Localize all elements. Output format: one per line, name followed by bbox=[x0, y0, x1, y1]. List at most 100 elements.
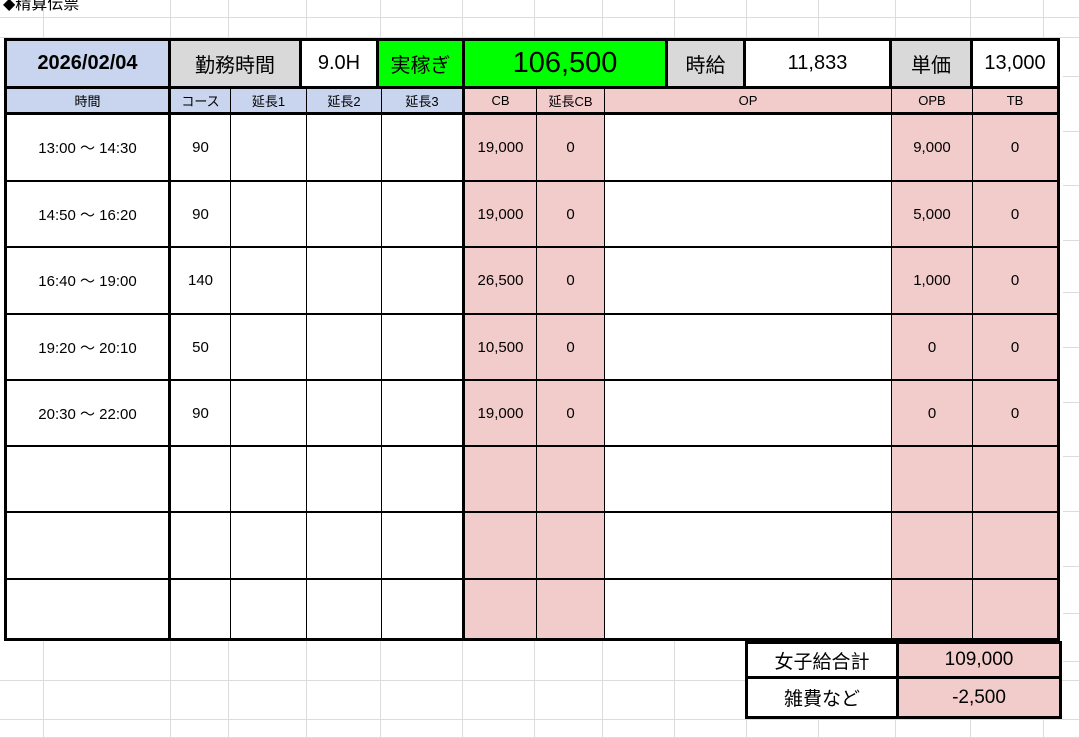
cell-ext2[interactable] bbox=[307, 447, 382, 513]
cell-ext3[interactable] bbox=[382, 447, 465, 513]
column-header-time[interactable]: 時間 bbox=[7, 89, 171, 115]
column-header-course[interactable]: コース bbox=[171, 89, 231, 115]
cell-op[interactable] bbox=[605, 447, 892, 513]
cell-time[interactable] bbox=[7, 513, 171, 580]
cell-ext2[interactable] bbox=[307, 248, 382, 315]
net-earnings-label-cell[interactable]: 実稼ぎ bbox=[379, 41, 465, 86]
cell-extcb[interactable] bbox=[537, 513, 605, 580]
hourly-wage-value-cell[interactable]: 11,833 bbox=[746, 41, 892, 86]
cell-time[interactable]: 13:00 〜 14:30 bbox=[7, 115, 171, 182]
column-header-ext1[interactable]: 延長1 bbox=[231, 89, 307, 115]
column-header-extcb[interactable]: 延長CB bbox=[537, 89, 605, 115]
cell-opb[interactable]: 0 bbox=[892, 315, 973, 381]
cell-ext2[interactable] bbox=[307, 513, 382, 580]
cell-cb[interactable]: 19,000 bbox=[465, 182, 537, 248]
cell-course[interactable] bbox=[171, 580, 231, 638]
hourly-wage-label-cell[interactable]: 時給 bbox=[668, 41, 746, 86]
cell-extcb[interactable]: 0 bbox=[537, 115, 605, 182]
cell-extcb[interactable]: 0 bbox=[537, 381, 605, 447]
date-cell[interactable]: 2026/02/04 bbox=[7, 41, 171, 86]
cell-cb[interactable]: 19,000 bbox=[465, 115, 537, 182]
cell-tb[interactable] bbox=[973, 580, 1057, 638]
cell-course[interactable]: 140 bbox=[171, 248, 231, 315]
cell-opb[interactable] bbox=[892, 513, 973, 580]
work-hours-label-cell[interactable]: 勤務時間 bbox=[171, 41, 302, 86]
cell-ext1[interactable] bbox=[231, 315, 307, 381]
cell-tb[interactable]: 0 bbox=[973, 315, 1057, 381]
cell-ext1[interactable] bbox=[231, 513, 307, 580]
cell-op[interactable] bbox=[605, 381, 892, 447]
cell-cb[interactable] bbox=[465, 447, 537, 513]
cell-tb[interactable] bbox=[973, 513, 1057, 580]
cell-course[interactable] bbox=[171, 447, 231, 513]
cell-cb[interactable]: 10,500 bbox=[465, 315, 537, 381]
cell-ext1[interactable] bbox=[231, 381, 307, 447]
cell-ext3[interactable] bbox=[382, 248, 465, 315]
unit-price-value-cell[interactable]: 13,000 bbox=[984, 52, 1046, 74]
cell-extcb[interactable] bbox=[537, 447, 605, 513]
cell-ext2[interactable] bbox=[307, 381, 382, 447]
cell-time[interactable]: 16:40 〜 19:00 bbox=[7, 248, 171, 315]
unit-price-label-cell[interactable]: 単価 bbox=[892, 41, 973, 86]
expenses-value-cell[interactable]: -2,500 bbox=[899, 679, 1059, 716]
cell-extcb[interactable]: 0 bbox=[537, 182, 605, 248]
cell-time[interactable] bbox=[7, 580, 171, 638]
work-hours-value-cell[interactable]: 9.0H bbox=[302, 41, 379, 86]
cell-ext1[interactable] bbox=[231, 447, 307, 513]
cell-tb[interactable] bbox=[973, 447, 1057, 513]
cell-cb[interactable] bbox=[465, 513, 537, 580]
cell-tb[interactable]: 0 bbox=[973, 182, 1057, 248]
cell-course[interactable]: 90 bbox=[171, 381, 231, 447]
cell-time[interactable]: 20:30 〜 22:00 bbox=[7, 381, 171, 447]
cell-opb[interactable]: 5,000 bbox=[892, 182, 973, 248]
cell-tb[interactable]: 0 bbox=[973, 381, 1057, 447]
column-header-cb[interactable]: CB bbox=[465, 89, 537, 115]
column-header-tb[interactable]: TB bbox=[973, 89, 1057, 115]
cell-opb[interactable]: 0 bbox=[892, 381, 973, 447]
cell-ext3[interactable] bbox=[382, 580, 465, 638]
cell-cb[interactable]: 26,500 bbox=[465, 248, 537, 315]
cell-op[interactable] bbox=[605, 115, 892, 182]
expenses-label-cell[interactable]: 雑費など bbox=[748, 679, 899, 716]
cell-op[interactable] bbox=[605, 513, 892, 580]
cell-cb[interactable]: 19,000 bbox=[465, 381, 537, 447]
column-header-opb[interactable]: OPB bbox=[892, 89, 973, 115]
cell-opb[interactable]: 1,000 bbox=[892, 248, 973, 315]
cell-ext1[interactable] bbox=[231, 248, 307, 315]
cell-tb[interactable]: 0 bbox=[973, 115, 1057, 182]
grand-total-label-cell[interactable]: 女子給合計 bbox=[748, 644, 899, 679]
cell-ext1[interactable] bbox=[231, 580, 307, 638]
column-header-op[interactable]: OP bbox=[605, 89, 892, 115]
cell-op[interactable] bbox=[605, 580, 892, 638]
grand-total-value-cell[interactable]: 109,000 bbox=[899, 644, 1059, 679]
cell-op[interactable] bbox=[605, 315, 892, 381]
cell-op[interactable] bbox=[605, 182, 892, 248]
cell-course[interactable]: 90 bbox=[171, 182, 231, 248]
cell-ext3[interactable] bbox=[382, 315, 465, 381]
cell-ext2[interactable] bbox=[307, 580, 382, 638]
cell-ext3[interactable] bbox=[382, 182, 465, 248]
cell-time[interactable]: 19:20 〜 20:10 bbox=[7, 315, 171, 381]
cell-course[interactable]: 50 bbox=[171, 315, 231, 381]
column-header-ext2[interactable]: 延長2 bbox=[307, 89, 382, 115]
cell-ext3[interactable] bbox=[382, 513, 465, 580]
net-earnings-value-cell[interactable]: 106,500 bbox=[465, 41, 668, 86]
cell-ext1[interactable] bbox=[231, 115, 307, 182]
cell-extcb[interactable] bbox=[537, 580, 605, 638]
cell-course[interactable] bbox=[171, 513, 231, 580]
cell-time[interactable] bbox=[7, 447, 171, 513]
cell-course[interactable]: 90 bbox=[171, 115, 231, 182]
cell-opb[interactable] bbox=[892, 580, 973, 638]
cell-opb[interactable] bbox=[892, 447, 973, 513]
cell-extcb[interactable]: 0 bbox=[537, 315, 605, 381]
cell-cb[interactable] bbox=[465, 580, 537, 638]
cell-ext2[interactable] bbox=[307, 315, 382, 381]
cell-ext3[interactable] bbox=[382, 381, 465, 447]
cell-ext2[interactable] bbox=[307, 115, 382, 182]
cell-op[interactable] bbox=[605, 248, 892, 315]
column-header-ext3[interactable]: 延長3 bbox=[382, 89, 465, 115]
cell-ext1[interactable] bbox=[231, 182, 307, 248]
cell-tb[interactable]: 0 bbox=[973, 248, 1057, 315]
cell-ext3[interactable] bbox=[382, 115, 465, 182]
cell-ext2[interactable] bbox=[307, 182, 382, 248]
